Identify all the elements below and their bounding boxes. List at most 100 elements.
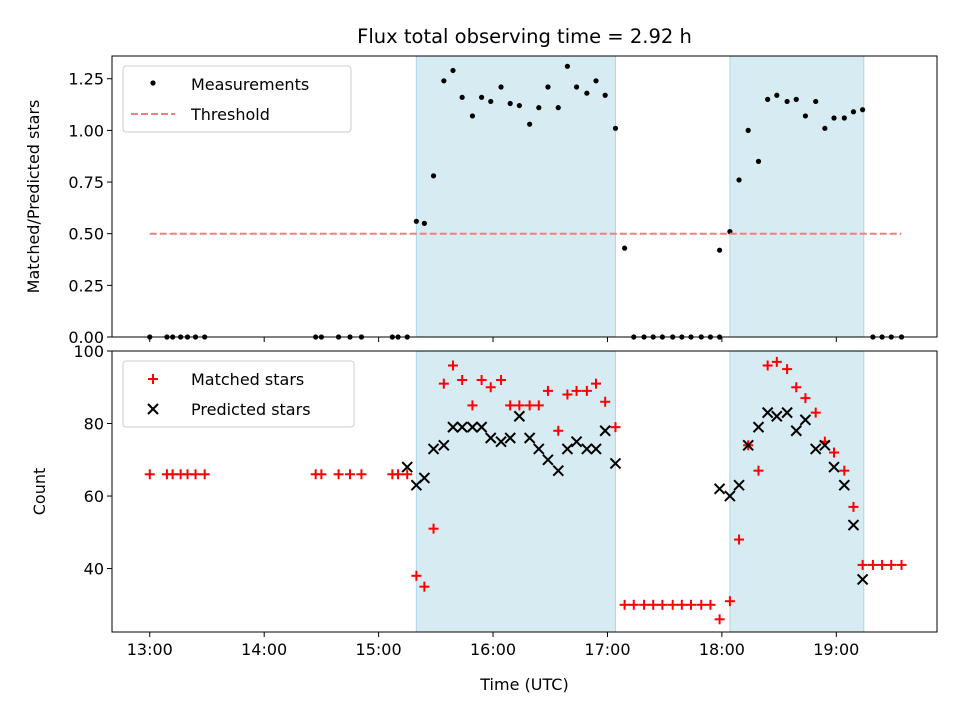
measurement-point	[527, 121, 533, 127]
measurement-point	[536, 105, 542, 111]
x-b	[790, 425, 802, 437]
predicted-star-point	[713, 483, 726, 495]
measurement-point	[516, 102, 522, 109]
matched-star-point	[199, 469, 210, 480]
x-b	[799, 414, 812, 426]
measurement-point	[478, 94, 485, 100]
matched-star-point	[714, 614, 725, 625]
matched-star-point	[639, 599, 650, 610]
matched-star-point	[839, 465, 850, 476]
measurement-point	[765, 96, 771, 102]
top-panel: 0.00 0.25 0.50 0.75 1.00 1.25 Matched/Predicte…	[24, 25, 938, 347]
legend-marker-dot	[150, 80, 156, 86]
measurement-point	[802, 113, 809, 119]
y-tick-label: 80	[84, 415, 104, 434]
predicted-star-point	[742, 439, 754, 451]
x-tick-label: 15:00	[356, 640, 402, 659]
measurement-point	[793, 96, 799, 102]
matched-star-point	[619, 599, 630, 610]
measurement-point	[507, 100, 513, 107]
matched-star-point	[800, 393, 811, 404]
predicted-star-point	[504, 432, 516, 444]
matched-star-point	[676, 599, 687, 610]
predicted-star-point	[427, 443, 440, 455]
matched-star-point	[734, 534, 745, 545]
x-b	[438, 439, 450, 451]
y-tick-label: 0.00	[68, 328, 104, 347]
y-axis-label: Count	[30, 468, 49, 516]
predicted-star-point	[570, 435, 583, 448]
measurement-point	[841, 115, 847, 121]
data-layer	[144, 356, 907, 625]
measurement-point	[736, 177, 742, 183]
predicted-star-point	[533, 443, 545, 455]
x-b	[456, 421, 468, 433]
x-b	[781, 406, 793, 419]
matched-star-point	[333, 469, 344, 480]
measurement-point	[441, 78, 447, 84]
measurement-point	[469, 113, 476, 119]
legend-label: Measurements	[191, 75, 309, 94]
matched-star-point	[762, 360, 773, 371]
measurement-point	[850, 109, 857, 115]
matched-star-point	[345, 469, 356, 480]
measurement-point	[831, 115, 837, 121]
x-tick-label: 16:00	[470, 640, 516, 659]
predicted-star-point	[847, 519, 860, 531]
matched-star-point	[316, 469, 327, 480]
axes-frame	[111, 350, 938, 633]
measurement-point	[612, 125, 619, 131]
matched-star-point	[514, 400, 525, 411]
predicted-star-point	[561, 443, 574, 455]
matched-star-point	[667, 599, 678, 610]
x-b	[599, 425, 611, 437]
measurement-point	[584, 90, 590, 96]
matched-star-point	[877, 559, 888, 570]
x-b	[609, 457, 622, 470]
matched-star-point	[628, 599, 639, 610]
matched-star-point	[533, 400, 544, 411]
axes-frame	[111, 55, 938, 338]
measurement-point	[564, 63, 571, 69]
measurement-point	[784, 98, 790, 105]
matched-star-point	[610, 422, 621, 433]
legend-label: Threshold	[190, 105, 270, 124]
predicted-star-point	[495, 435, 507, 448]
y-tick-label: 1.25	[68, 70, 104, 89]
predicted-star-point	[609, 457, 622, 470]
matched-star-point	[791, 382, 802, 393]
matched-star-point	[496, 375, 507, 386]
y-tick-label: 0.25	[68, 276, 104, 295]
x-tick-label: 19:00	[813, 640, 859, 659]
x-tick-label: 18:00	[699, 640, 745, 659]
matched-star-point	[648, 599, 659, 610]
matched-star-point	[542, 385, 553, 396]
x-tick-label: 14:00	[241, 640, 287, 659]
predicted-star-point	[828, 461, 840, 473]
x-b	[856, 573, 869, 586]
x-b	[828, 461, 840, 473]
matched-star-point	[438, 378, 449, 389]
x-b	[523, 432, 536, 444]
x-b	[533, 443, 545, 455]
measurement-point	[602, 92, 608, 98]
legend-box	[122, 360, 355, 428]
x-b	[427, 443, 440, 455]
matched-star-point	[356, 469, 367, 480]
matched-star-point	[447, 360, 458, 371]
measurement-point	[413, 218, 419, 224]
measurement-point	[593, 78, 599, 84]
bottom-panel: 13:00 14:00 15:00 16:00 17:00 18:00 19:00 40 60 8…	[30, 342, 938, 694]
matched-star-point	[591, 378, 602, 389]
measurement-point	[498, 84, 504, 90]
x-b	[495, 435, 507, 448]
matched-star-point	[600, 396, 611, 407]
predicted-star-point	[761, 406, 774, 419]
shaded-interval	[416, 56, 616, 337]
x-b	[742, 439, 754, 451]
measurement-point	[421, 220, 427, 226]
x-axis-label: Time (UTC)	[479, 675, 568, 694]
predicted-star-point	[724, 490, 736, 502]
measurement-point	[430, 173, 437, 179]
